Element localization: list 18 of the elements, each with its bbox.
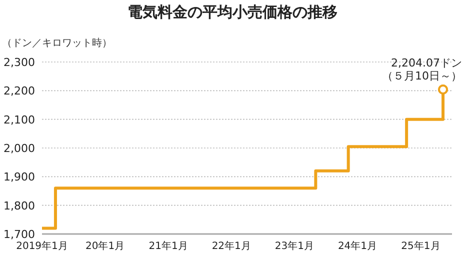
x-tick-label: 25年1月 — [401, 240, 440, 252]
y-tick-label: 1,900 — [4, 170, 35, 184]
y-tick-label: 1,700 — [4, 228, 35, 241]
chart-title: 電気料金の平均小売価格の推移 — [128, 3, 338, 21]
x-tick-label: 22年1月 — [212, 240, 251, 252]
x-tick-label: 23年1月 — [274, 240, 314, 252]
x-tick-label: 24年1月 — [338, 240, 378, 252]
y-axis-title: （ドン／キロワット時） — [2, 37, 112, 49]
annotation: （５月10日～） — [382, 70, 462, 82]
x-tick-label: 21年1月 — [148, 240, 188, 252]
y-tick-label: 2,200 — [4, 84, 35, 98]
y-tick-label: 2,000 — [4, 142, 35, 155]
y-tick-label: 2,100 — [4, 113, 35, 126]
x-tick-label: 2019年1月 — [16, 240, 68, 252]
x-tick-label: 20年1月 — [86, 240, 125, 252]
annotation: 2,204.07ドン — [391, 56, 462, 70]
y-tick-label: 1,800 — [4, 199, 35, 212]
y-tick-label: 2,300 — [4, 56, 35, 69]
